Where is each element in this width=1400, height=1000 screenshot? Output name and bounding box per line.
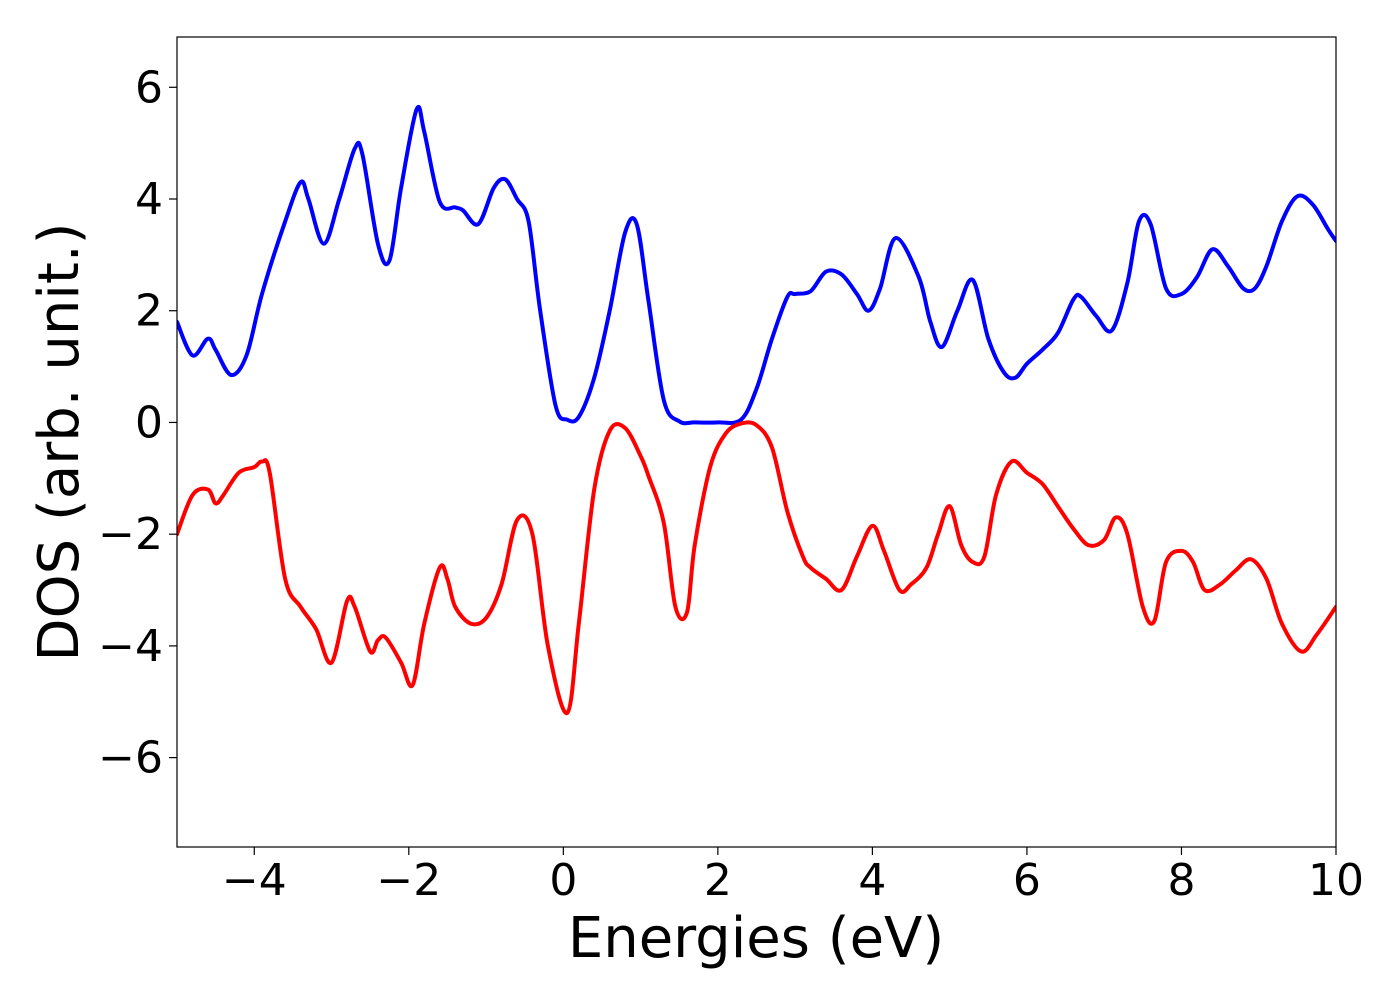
- y-tick-label: −2: [98, 509, 163, 560]
- x-tick-label: −2: [376, 855, 441, 906]
- x-tick-label: 8: [1167, 855, 1195, 906]
- x-axis-title: Energies (eV): [568, 906, 944, 971]
- plot-background: [177, 37, 1336, 847]
- x-tick-label: 4: [858, 855, 886, 906]
- dos-series-line-red: [177, 420, 1336, 715]
- dos-series-line-blue: [177, 105, 1336, 426]
- y-tick-label: −6: [98, 733, 163, 784]
- y-tick-label: 4: [135, 174, 163, 225]
- x-tick-label: 6: [1013, 855, 1041, 906]
- x-axis: −4 −2 0 2 4 6 8 10: [222, 847, 1364, 906]
- x-tick-label: 2: [704, 855, 732, 906]
- y-tick-label: 6: [135, 62, 163, 113]
- y-axis: 6 4 2 0 −2 −4 −6: [98, 62, 177, 784]
- y-tick-label: −4: [98, 621, 163, 672]
- x-tick-label: −4: [222, 855, 287, 906]
- y-axis-title: DOS (arb. unit.): [27, 222, 92, 661]
- y-tick-label: 2: [135, 286, 163, 337]
- y-tick-label: 0: [135, 397, 163, 448]
- x-tick-label: 10: [1308, 855, 1364, 906]
- x-tick-label: 0: [549, 855, 577, 906]
- series-layer: [177, 105, 1336, 715]
- plot-frame: [176, 36, 1337, 848]
